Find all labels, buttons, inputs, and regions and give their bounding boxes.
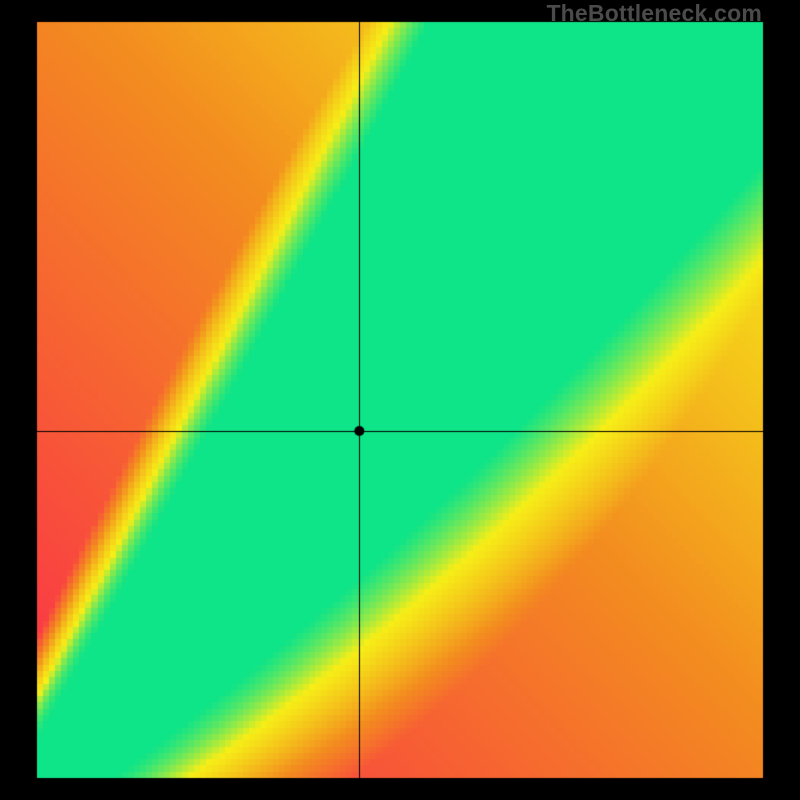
bottleneck-heatmap (0, 0, 800, 800)
attribution-label: TheBottleneck.com (546, 0, 762, 27)
